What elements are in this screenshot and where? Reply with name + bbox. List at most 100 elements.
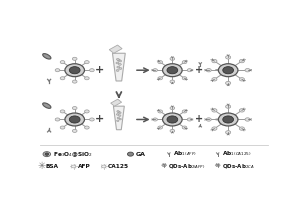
Circle shape <box>187 69 192 72</box>
Circle shape <box>218 113 238 126</box>
Circle shape <box>164 166 166 167</box>
Circle shape <box>215 165 217 166</box>
Text: +: + <box>94 114 104 124</box>
Circle shape <box>71 165 76 168</box>
Circle shape <box>117 66 120 68</box>
Circle shape <box>216 164 218 165</box>
Circle shape <box>116 62 119 64</box>
Circle shape <box>245 69 250 72</box>
Circle shape <box>167 67 178 74</box>
Circle shape <box>128 152 134 156</box>
Circle shape <box>162 165 163 166</box>
Circle shape <box>165 165 167 166</box>
Circle shape <box>164 164 166 165</box>
Circle shape <box>90 69 94 72</box>
Circle shape <box>69 116 80 123</box>
Circle shape <box>60 61 65 64</box>
Text: BSA: BSA <box>45 164 58 169</box>
Circle shape <box>85 126 89 129</box>
Circle shape <box>118 59 120 61</box>
Circle shape <box>187 118 192 121</box>
Circle shape <box>119 60 122 62</box>
Circle shape <box>239 59 244 63</box>
Circle shape <box>218 166 219 167</box>
Circle shape <box>163 166 164 167</box>
Circle shape <box>158 126 163 129</box>
Circle shape <box>72 57 77 60</box>
Circle shape <box>167 116 178 123</box>
Circle shape <box>170 80 175 83</box>
Circle shape <box>85 77 89 80</box>
Circle shape <box>60 77 65 80</box>
Circle shape <box>163 64 182 77</box>
Polygon shape <box>112 53 125 81</box>
Circle shape <box>163 113 182 126</box>
Circle shape <box>117 120 119 122</box>
Circle shape <box>60 126 65 129</box>
Polygon shape <box>109 45 122 53</box>
Circle shape <box>182 110 187 113</box>
Ellipse shape <box>43 103 51 108</box>
Circle shape <box>69 67 80 74</box>
Circle shape <box>239 127 244 130</box>
Circle shape <box>226 105 231 108</box>
Text: ✳: ✳ <box>38 161 46 171</box>
Circle shape <box>182 61 187 64</box>
Text: CA125: CA125 <box>108 164 129 169</box>
Circle shape <box>118 111 120 113</box>
Circle shape <box>55 118 60 121</box>
Circle shape <box>158 110 163 113</box>
Circle shape <box>85 61 89 64</box>
Circle shape <box>223 67 233 74</box>
Circle shape <box>239 78 244 81</box>
Circle shape <box>218 164 219 165</box>
Circle shape <box>60 110 65 113</box>
Polygon shape <box>113 106 124 130</box>
Text: GA: GA <box>136 152 146 157</box>
Circle shape <box>158 77 163 80</box>
Circle shape <box>72 129 77 132</box>
Circle shape <box>55 69 60 72</box>
Circle shape <box>170 129 175 132</box>
Circle shape <box>212 78 217 81</box>
Circle shape <box>212 109 217 112</box>
Circle shape <box>118 63 121 65</box>
Circle shape <box>206 118 211 121</box>
Circle shape <box>72 80 77 83</box>
Circle shape <box>153 118 158 121</box>
Circle shape <box>119 118 122 120</box>
Circle shape <box>223 116 233 123</box>
Circle shape <box>182 126 187 129</box>
Circle shape <box>72 107 77 110</box>
Circle shape <box>212 59 217 63</box>
Circle shape <box>245 118 250 121</box>
Circle shape <box>216 166 218 167</box>
Circle shape <box>43 152 50 157</box>
Circle shape <box>163 164 164 165</box>
Circle shape <box>119 68 122 69</box>
Text: Ab$_{1(CA125)}$: Ab$_{1(CA125)}$ <box>222 150 251 158</box>
Text: Ab$_{1(AFP)}$: Ab$_{1(AFP)}$ <box>173 150 197 158</box>
Ellipse shape <box>43 54 51 59</box>
Circle shape <box>170 107 175 110</box>
Circle shape <box>239 109 244 112</box>
Circle shape <box>85 110 89 113</box>
Text: Fe$_3$O$_4$@SiO$_2$: Fe$_3$O$_4$@SiO$_2$ <box>52 150 93 159</box>
Circle shape <box>118 115 121 116</box>
Circle shape <box>226 131 231 134</box>
Circle shape <box>65 64 85 77</box>
Text: QDs-Ab$_{2CA}$: QDs-Ab$_{2CA}$ <box>222 162 254 171</box>
Circle shape <box>117 111 119 112</box>
Circle shape <box>226 56 231 59</box>
Text: +: + <box>195 65 203 75</box>
Circle shape <box>182 77 187 80</box>
Circle shape <box>90 118 94 121</box>
Circle shape <box>170 57 175 60</box>
Circle shape <box>65 113 85 126</box>
Circle shape <box>219 165 220 166</box>
Circle shape <box>226 81 231 85</box>
Text: +: + <box>195 114 203 124</box>
Circle shape <box>158 61 163 64</box>
Circle shape <box>116 70 119 71</box>
Polygon shape <box>111 99 122 106</box>
